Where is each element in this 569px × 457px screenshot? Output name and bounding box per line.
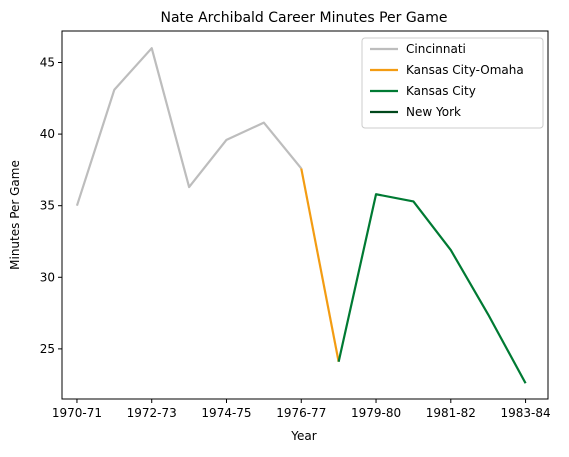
y-tick-label: 40 bbox=[40, 127, 55, 141]
series-line-kansas-city bbox=[337, 193, 527, 384]
plot-frame bbox=[61, 30, 549, 400]
axes: 1970-71 1972-73 1974-75 1976-77 1979-80 1981-… bbox=[40, 30, 551, 420]
y-tick-label: 35 bbox=[40, 199, 55, 213]
series-line-kansas-city-omaha bbox=[300, 168, 340, 362]
series-line-cincinnati bbox=[75, 47, 303, 207]
x-tick-label: 1983-84 bbox=[500, 406, 550, 420]
legend-label: Kansas City-Omaha bbox=[406, 63, 524, 77]
y-tick-label: 25 bbox=[40, 342, 55, 356]
chart-title: Nate Archibald Career Minutes Per Game bbox=[160, 10, 447, 26]
y-tick-label: 30 bbox=[40, 270, 55, 284]
legend-label: New York bbox=[406, 105, 461, 119]
series-lines bbox=[75, 47, 527, 384]
x-tick-label: 1972-73 bbox=[127, 406, 177, 420]
legend-label: Cincinnati bbox=[406, 42, 466, 56]
legend-box bbox=[361, 37, 544, 129]
x-axis-label: Year bbox=[290, 429, 316, 443]
x-tick-label: 1974-75 bbox=[201, 406, 251, 420]
x-tick-label: 1976-77 bbox=[276, 406, 326, 420]
y-axis-label: Minutes Per Game bbox=[8, 160, 22, 270]
y-tick-label: 45 bbox=[40, 56, 55, 70]
legend-label: Kansas City bbox=[406, 84, 476, 98]
legend: Cincinnati Kansas City-Omaha Kansas City Ne… bbox=[361, 37, 544, 129]
x-tick-label: 1981-82 bbox=[426, 406, 476, 420]
x-tick-label: 1979-80 bbox=[351, 406, 401, 420]
x-tick-label: 1970-71 bbox=[52, 406, 102, 420]
